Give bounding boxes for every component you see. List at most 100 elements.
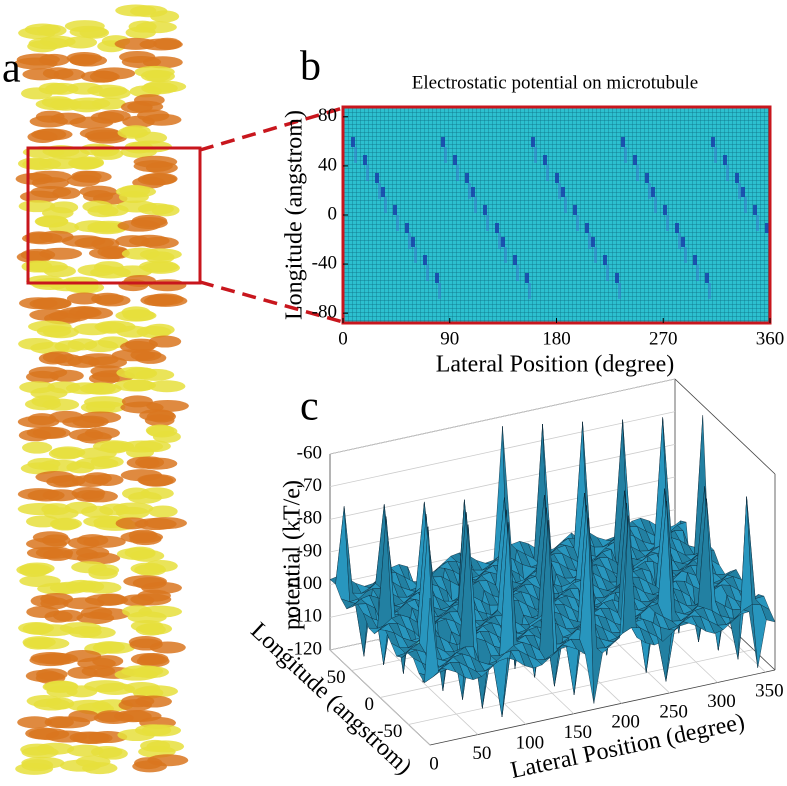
protein-blob (66, 174, 101, 187)
protein-blob (68, 157, 104, 170)
soft-spot (378, 183, 381, 199)
protein-blob (140, 487, 174, 500)
dark-spot (705, 273, 709, 283)
protein-blob (22, 441, 53, 454)
z-tick-label: -60 (297, 442, 322, 463)
soft-spot (696, 265, 699, 281)
dark-spot (495, 223, 499, 233)
grid-line (408, 649, 754, 725)
protein-blob (144, 70, 175, 83)
soft-spot (594, 247, 597, 263)
protein-blob (61, 548, 99, 561)
dark-spot (741, 187, 745, 197)
dark-spot (603, 255, 607, 265)
x-tick-label: 180 (542, 328, 571, 349)
zoom-line (199, 106, 344, 152)
protein-blob (120, 125, 151, 138)
dark-spot (681, 237, 685, 247)
protein-blob (17, 415, 60, 428)
soft-spot (684, 247, 687, 263)
dark-spot (471, 187, 475, 197)
dark-spot (555, 173, 559, 183)
protein-blob (80, 505, 114, 518)
z-tick-label: -90 (297, 540, 322, 561)
protein-blob (58, 306, 102, 319)
protein-blob (145, 251, 175, 264)
dark-spot (651, 187, 655, 197)
protein-blob (90, 455, 124, 468)
protein-blob (91, 473, 124, 486)
x-axis-label: Lateral Position (degree) (436, 352, 675, 378)
x-tick-label: 300 (707, 691, 736, 712)
panel-label: c (300, 384, 319, 430)
protein-blob (121, 695, 155, 708)
protein-blob (19, 190, 60, 203)
surface-plot: -120 -110 -100 -90 -80 -70 -60 0 50 100 150 200 250 3… (287, 378, 784, 774)
soft-spot (558, 183, 561, 199)
protein-blob (89, 70, 119, 83)
protein-blob (21, 260, 53, 273)
protein-blob (69, 53, 98, 66)
protein-blob (66, 744, 104, 757)
protein-blob (33, 698, 71, 711)
axis-box (674, 378, 776, 475)
protein-blob (32, 531, 69, 544)
y-axis-label: Longitude (angstrom) (282, 110, 308, 320)
z-axis-label: potential (kT/e) (280, 480, 306, 630)
soft-spot (354, 147, 357, 163)
dark-spot (735, 173, 739, 183)
soft-spot (576, 215, 579, 231)
dark-spot (393, 205, 397, 215)
protein-blob (130, 593, 172, 606)
dark-spot (405, 223, 409, 233)
protein-blob (19, 381, 55, 394)
protein-blob (114, 710, 152, 723)
soft-spot (366, 165, 369, 181)
x-tick-label: 200 (611, 712, 640, 733)
z-tick-label: -80 (297, 508, 322, 529)
protein-blob (144, 414, 175, 427)
protein-blob (68, 710, 100, 723)
protein-blob (146, 399, 189, 412)
dark-spot (375, 173, 379, 183)
protein-blob (120, 440, 164, 453)
protein-blob (42, 489, 79, 502)
protein-blob (141, 82, 178, 95)
soft-spot (444, 147, 447, 163)
protein-blob (79, 143, 114, 156)
zoom-box (26, 146, 202, 285)
soft-spot (516, 265, 519, 281)
y-tick-label: 0 (365, 694, 375, 715)
protein-blob (81, 665, 116, 678)
soft-spot (468, 183, 471, 199)
soft-spot (618, 283, 621, 299)
protein-blob (78, 626, 116, 639)
soft-spot (546, 165, 549, 181)
soft-spot (588, 233, 591, 249)
protein-blob (148, 335, 182, 348)
protein-blob (31, 176, 70, 189)
protein-blob (64, 36, 98, 49)
protein-blob (137, 474, 177, 487)
protein-blob (87, 205, 119, 218)
protein-blob (115, 185, 157, 198)
protein-blob (131, 214, 168, 227)
protein-blob (130, 562, 165, 575)
protein-blob (66, 685, 98, 698)
protein-blob (116, 200, 158, 213)
protein-blob (17, 716, 53, 729)
protein-blob (30, 652, 71, 665)
x-tick-label: 0 (429, 753, 439, 774)
protein-blob (123, 682, 161, 695)
protein-blob (59, 759, 101, 772)
protein-blob (87, 222, 127, 235)
protein-blob (61, 235, 106, 248)
dark-spot (531, 137, 535, 147)
protein-blob (148, 380, 186, 393)
protein-blob (67, 355, 100, 368)
protein-blob (90, 111, 125, 124)
soft-spot (534, 147, 537, 163)
soft-spot (726, 165, 729, 181)
dark-spot (513, 255, 517, 265)
dark-spot (633, 155, 637, 165)
